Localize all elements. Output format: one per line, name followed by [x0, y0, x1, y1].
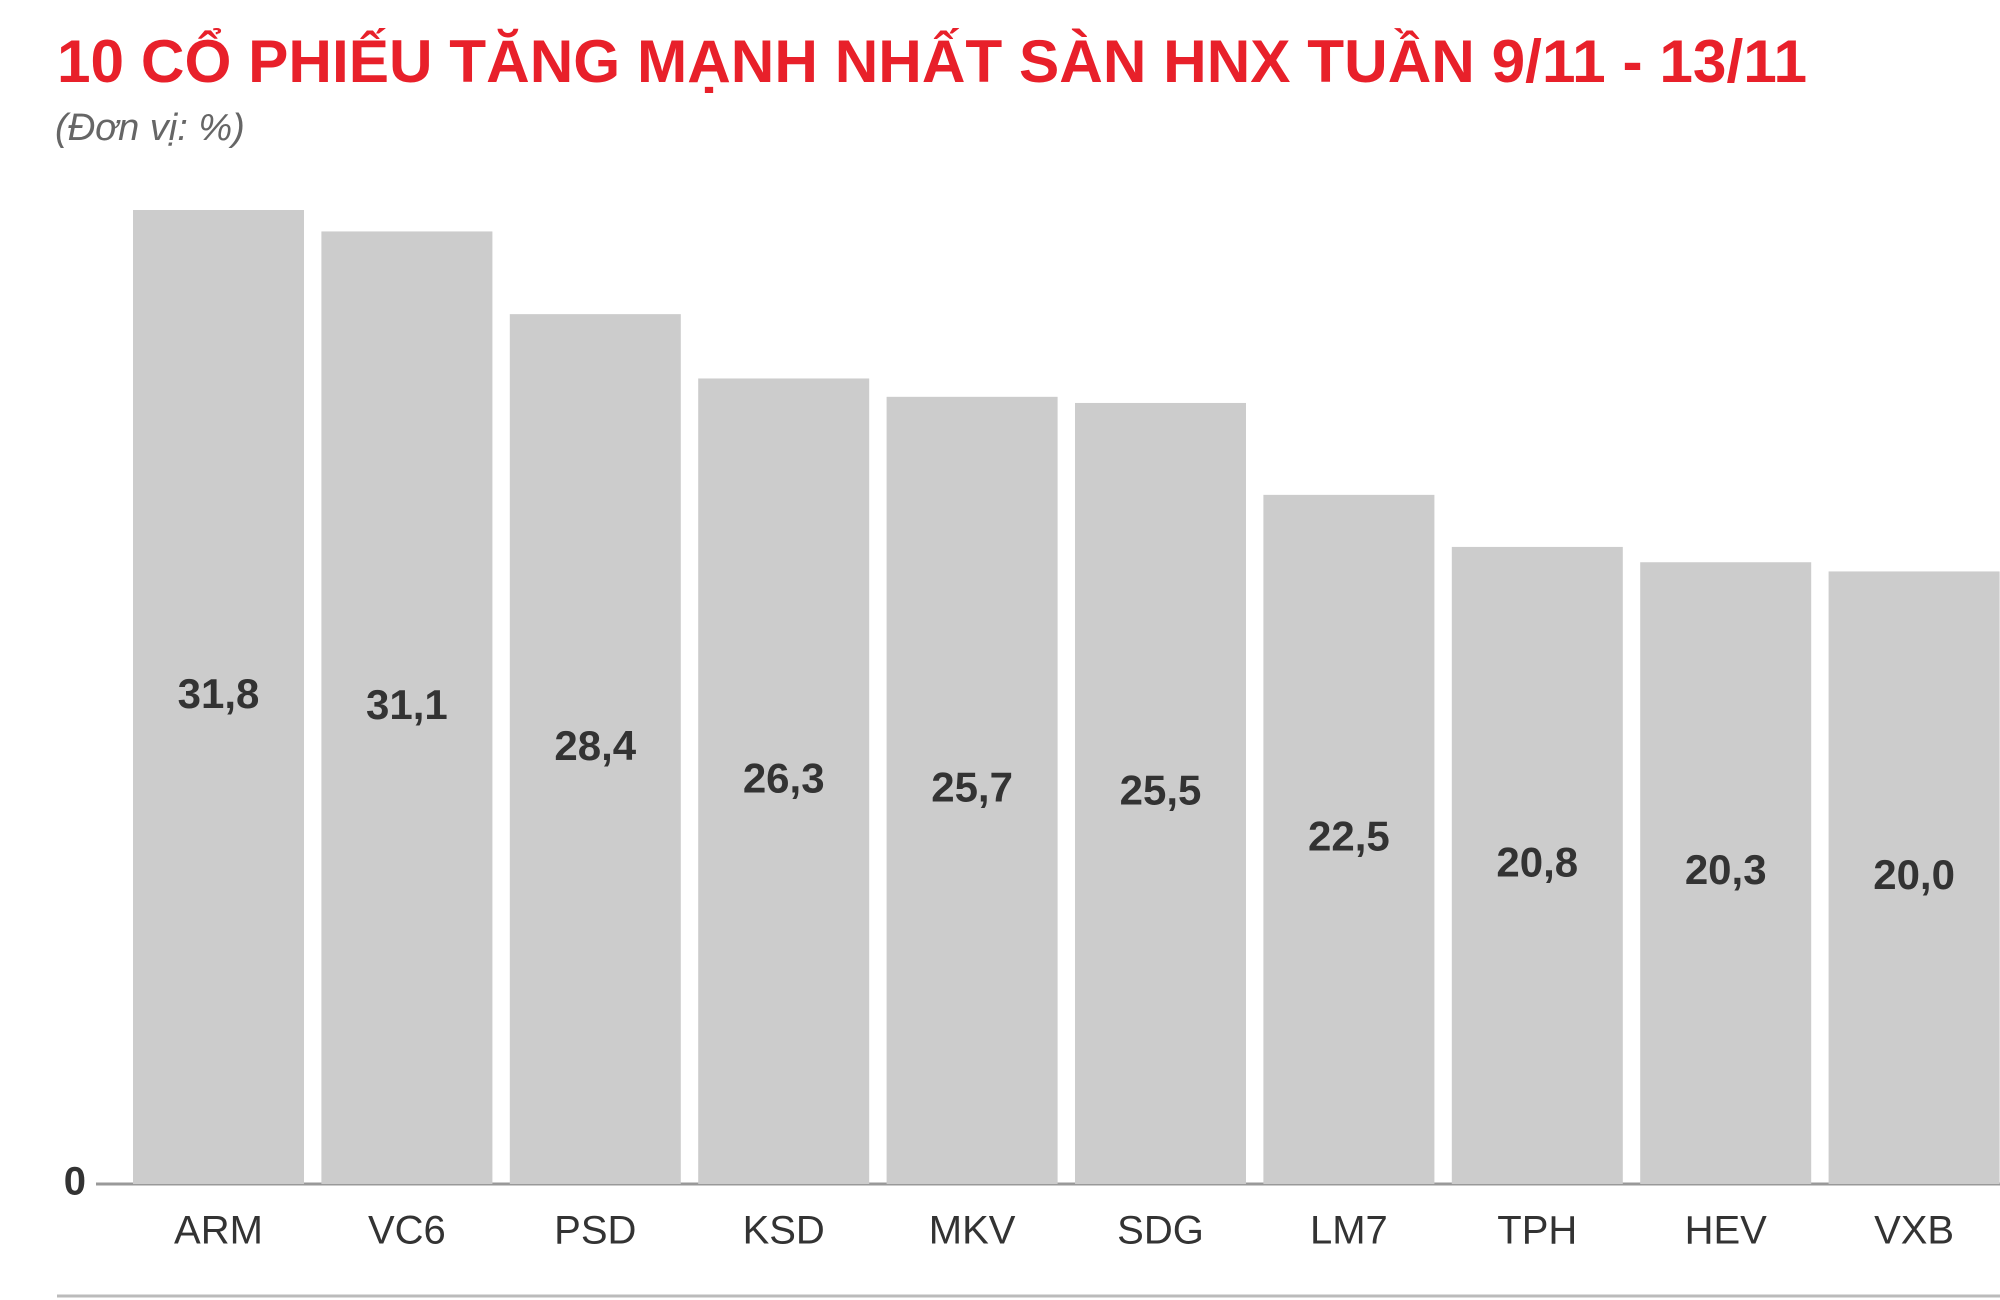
- value-label: 31,1: [366, 681, 448, 728]
- value-label: 20,3: [1685, 846, 1767, 893]
- bar: [1640, 562, 1812, 1184]
- chart-title: 10 CỔ PHIẾU TĂNG MẠNH NHẤT SÀN HNX TUẦN …: [57, 28, 1807, 95]
- x-tick-label: PSD: [554, 1209, 636, 1253]
- x-tick-label: HEV: [1685, 1209, 1768, 1253]
- bar: [1828, 571, 2000, 1184]
- bar: [1075, 402, 1246, 1184]
- bar: [133, 210, 304, 1184]
- bar: [886, 396, 1058, 1184]
- value-label: 28,4: [554, 722, 636, 769]
- value-label: 31,8: [178, 670, 260, 717]
- x-tick-label: VXB: [1874, 1209, 1954, 1253]
- y-tick-label: 0: [64, 1160, 86, 1204]
- x-tick-label: MKV: [929, 1209, 1016, 1253]
- bar: [1263, 494, 1435, 1184]
- bar: [1451, 546, 1623, 1184]
- x-tick-label: SDG: [1117, 1209, 1204, 1253]
- bar: [509, 314, 681, 1184]
- value-label: 26,3: [743, 754, 825, 801]
- x-tick-label: KSD: [743, 1209, 825, 1253]
- bar: [698, 378, 870, 1184]
- value-label: 20,0: [1873, 851, 1955, 898]
- value-label: 20,8: [1496, 839, 1578, 886]
- bar: [321, 231, 493, 1184]
- value-label: 25,5: [1120, 767, 1202, 814]
- value-label: 25,7: [931, 764, 1013, 811]
- x-tick-label: TPH: [1497, 1209, 1577, 1253]
- value-label: 22,5: [1308, 813, 1390, 860]
- x-tick-label: ARM: [174, 1209, 263, 1253]
- x-tick-label: LM7: [1310, 1209, 1388, 1253]
- x-tick-label: VC6: [368, 1209, 446, 1253]
- chart-subtitle: (Đơn vị: %): [55, 107, 245, 149]
